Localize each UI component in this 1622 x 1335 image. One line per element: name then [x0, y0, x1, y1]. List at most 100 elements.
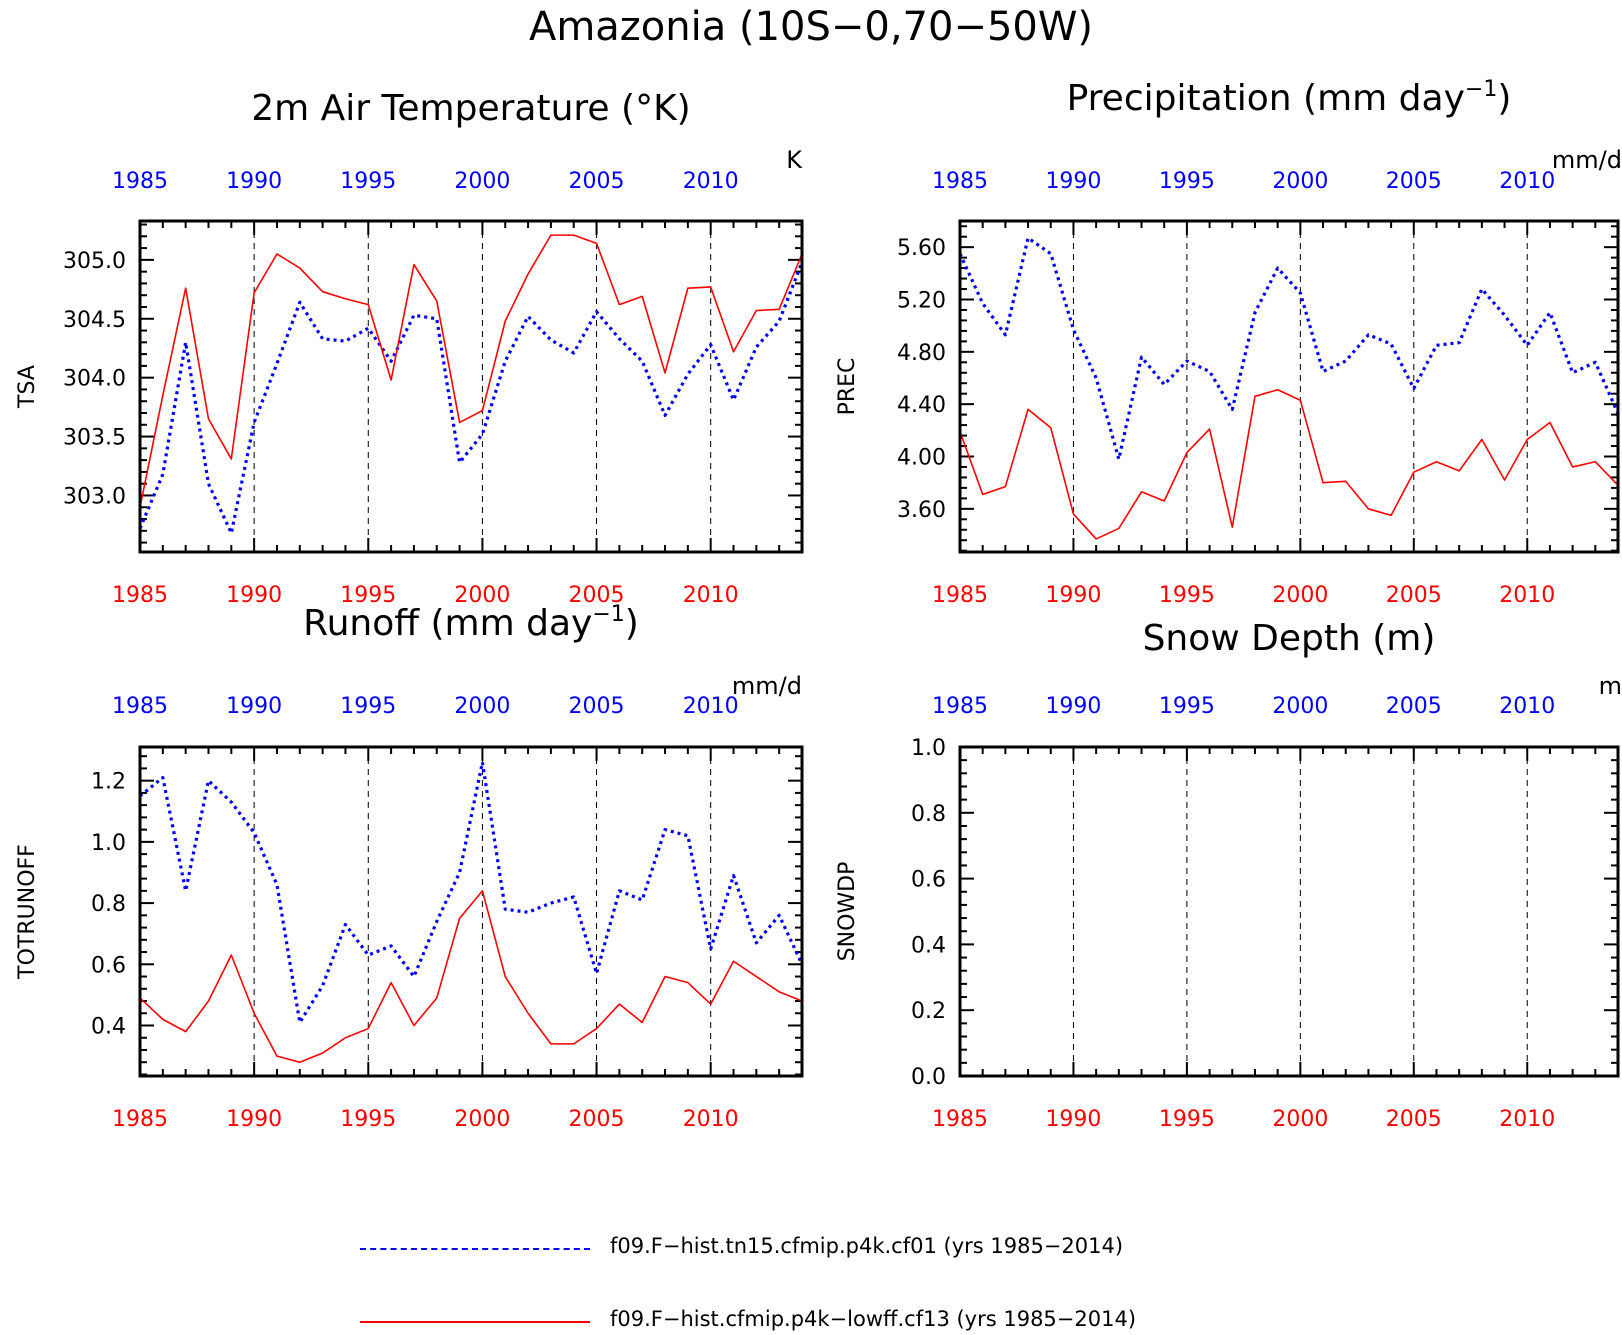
y-axis-label: TOTRUNOFF — [15, 844, 40, 980]
x-tick-label-bottom: 1995 — [1159, 1107, 1215, 1132]
series-line-1 — [138, 760, 804, 1025]
x-tick-label-top: 1990 — [1045, 694, 1101, 719]
x-tick-label-top: 1995 — [340, 169, 396, 194]
y-tick-label: 5.20 — [897, 288, 946, 313]
series-line-2 — [139, 234, 803, 508]
y-tick-label: 0.0 — [911, 1065, 946, 1090]
x-tick-label-top: 2005 — [569, 694, 625, 719]
series-line-2 — [959, 388, 1619, 540]
x-tick-label-top: 2005 — [1386, 169, 1442, 194]
unit-label: K — [786, 146, 803, 174]
y-tick-label: 4.40 — [897, 393, 946, 418]
x-tick-label-top: 2000 — [454, 169, 510, 194]
y-axis-label: TSA — [15, 365, 40, 409]
x-tick-label-bottom: 2010 — [683, 583, 739, 608]
y-tick-label: 305.0 — [63, 249, 126, 274]
y-tick-label: 4.80 — [897, 341, 946, 366]
plot-frame — [958, 745, 1620, 1078]
x-tick-label-bottom: 2005 — [569, 1107, 625, 1132]
x-tick-label-bottom: 2010 — [683, 1107, 739, 1132]
x-tick-label-bottom: 1985 — [112, 1107, 168, 1132]
unit-label: m — [1599, 672, 1622, 700]
x-tick-label-top: 1985 — [112, 694, 168, 719]
x-tick-label-bottom: 1995 — [1159, 583, 1215, 608]
x-tick-label-bottom: 2010 — [1499, 1107, 1555, 1132]
panel-title: Snow Depth (m) — [1143, 618, 1436, 659]
x-tick-label-top: 2010 — [683, 169, 739, 194]
x-tick-label-top: 1990 — [226, 169, 282, 194]
series-line-1 — [958, 236, 1620, 461]
x-tick-label-bottom: 2000 — [454, 583, 510, 608]
x-tick-label-top: 1995 — [340, 694, 396, 719]
y-tick-label: 5.60 — [897, 236, 946, 261]
x-tick-label-top: 1990 — [1045, 169, 1101, 194]
legend-swatch-dashed — [360, 1248, 590, 1250]
x-tick-label-top: 2010 — [1499, 694, 1555, 719]
x-tick-label-top: 2005 — [569, 169, 625, 194]
x-tick-label-top: 2000 — [1272, 169, 1328, 194]
x-tick-label-top: 1995 — [1159, 694, 1215, 719]
x-tick-label-top: 2005 — [1386, 694, 1442, 719]
y-tick-label: 304.0 — [63, 367, 126, 392]
x-tick-label-bottom: 2005 — [1386, 583, 1442, 608]
x-tick-label-bottom: 1985 — [112, 583, 168, 608]
x-tick-label-top: 1995 — [1159, 169, 1215, 194]
unit-label: mm/d — [732, 672, 802, 700]
x-tick-label-bottom: 2000 — [454, 1107, 510, 1132]
x-tick-label-bottom: 1990 — [226, 1107, 282, 1132]
plot-frame — [138, 745, 804, 1078]
x-tick-label-top: 2000 — [454, 694, 510, 719]
x-tick-label-bottom: 1990 — [1045, 583, 1101, 608]
y-axis-label: PREC — [835, 358, 860, 416]
y-tick-label: 304.5 — [63, 308, 126, 333]
y-tick-label: 4.00 — [897, 445, 946, 470]
y-tick-label: 0.8 — [91, 892, 126, 917]
x-tick-label-top: 2010 — [1499, 169, 1555, 194]
chart-panel-3: Runoff (mm day−1) mm/d TOTRUNOFF 1985 1985 19… — [15, 602, 804, 1132]
y-tick-label: 1.0 — [911, 736, 946, 761]
chart-panel-1: 2m Air Temperature (°K) K TSA 1985 1985 1990 1… — [15, 88, 804, 608]
x-tick-label-bottom: 2000 — [1272, 1107, 1328, 1132]
x-tick-label-bottom: 1995 — [340, 583, 396, 608]
x-tick-label-bottom: 2005 — [569, 583, 625, 608]
x-tick-label-bottom: 2000 — [1272, 583, 1328, 608]
x-tick-label-top: 2000 — [1272, 694, 1328, 719]
unit-label: mm/d — [1552, 146, 1622, 174]
x-tick-label-top: 1985 — [932, 694, 988, 719]
x-tick-label-bottom: 1995 — [340, 1107, 396, 1132]
y-tick-label: 0.4 — [91, 1015, 126, 1040]
plot-frame — [138, 219, 804, 554]
y-tick-label: 1.2 — [91, 770, 126, 795]
x-tick-label-top: 2010 — [683, 694, 739, 719]
panel-title: 2m Air Temperature (°K) — [251, 88, 690, 129]
plot-frame — [958, 219, 1620, 554]
y-tick-label: 303.5 — [63, 426, 126, 451]
y-tick-label: 0.4 — [911, 933, 946, 958]
y-tick-label: 0.8 — [911, 802, 946, 827]
y-tick-label: 0.6 — [911, 868, 946, 893]
legend-swatch-solid — [360, 1321, 590, 1323]
x-tick-label-bottom: 2005 — [1386, 1107, 1442, 1132]
x-tick-label-bottom: 2010 — [1499, 583, 1555, 608]
legend-label-1: f09.F−hist.tn15.cfmip.p4k.cf01 (yrs 1985… — [610, 1234, 1124, 1258]
x-tick-label-bottom: 1990 — [226, 583, 282, 608]
y-tick-label: 3.60 — [897, 498, 946, 523]
y-tick-label: 0.2 — [911, 999, 946, 1024]
x-tick-label-bottom: 1985 — [932, 1107, 988, 1132]
x-tick-label-bottom: 1985 — [932, 583, 988, 608]
chart-panel-4: Snow Depth (m) m SNOWDP 1985 1985 1990 1990 199… — [835, 618, 1622, 1132]
panel-title: Runoff (mm day−1) — [303, 602, 639, 644]
y-axis-label: SNOWDP — [835, 862, 860, 962]
x-tick-label-top: 1990 — [226, 694, 282, 719]
legend-label-2: f09.F−hist.cfmip.p4k−lowff.cf13 (yrs 198… — [610, 1307, 1137, 1331]
main-title: Amazonia (10S−0,70−50W) — [529, 4, 1093, 50]
y-tick-label: 303.0 — [63, 484, 126, 509]
chart-panel-2: Precipitation (mm day−1) mm/d PREC 1985 1985… — [835, 77, 1622, 608]
y-tick-label: 0.6 — [91, 953, 126, 978]
x-tick-label-bottom: 1990 — [1045, 1107, 1101, 1132]
series-line-1 — [138, 261, 804, 535]
x-tick-label-top: 1985 — [112, 169, 168, 194]
y-tick-label: 1.0 — [91, 831, 126, 856]
panel-title: Precipitation (mm day−1) — [1067, 77, 1512, 119]
